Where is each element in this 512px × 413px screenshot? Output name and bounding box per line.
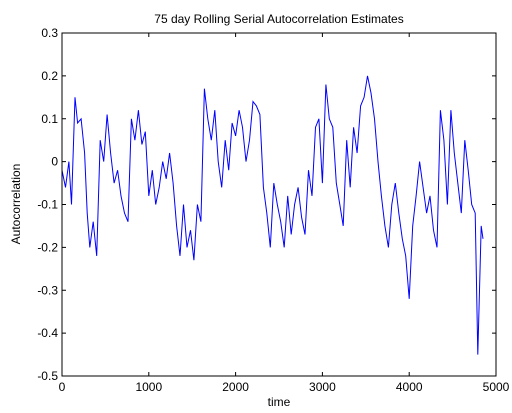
plot-frame [61,32,497,377]
y-tick-label: -0.2 [37,240,58,254]
y-tick-label: 0 [51,155,58,169]
series-line [61,75,484,355]
x-tick-label: 4000 [396,380,423,394]
tick-labels: 0 1000 2000 3000 4000 5000 -0.5 -0.4 -0.3 -0.2 -0.… [37,26,509,394]
y-tick-label: 0.3 [41,26,58,40]
y-tick-label: 0.2 [41,69,58,83]
y-tick-label: 0.1 [41,112,58,126]
y-tick-label: -0.4 [37,326,58,340]
chart-title: 75 day Rolling Serial Autocorrelation Es… [154,12,403,26]
y-tick-label: -0.5 [37,369,58,383]
plot-area [62,33,496,376]
x-tick-label: 5000 [483,380,510,394]
y-tick-label: -0.3 [37,283,58,297]
x-tick-label: 2000 [222,380,249,394]
y-tick-label: -0.1 [37,198,58,212]
y-axis-label: Autocorrelation [9,164,23,245]
x-axis-label: time [268,395,291,409]
x-tick-label: 3000 [309,380,336,394]
x-tick-label: 1000 [135,380,162,394]
x-tick-label: 0 [59,380,66,394]
